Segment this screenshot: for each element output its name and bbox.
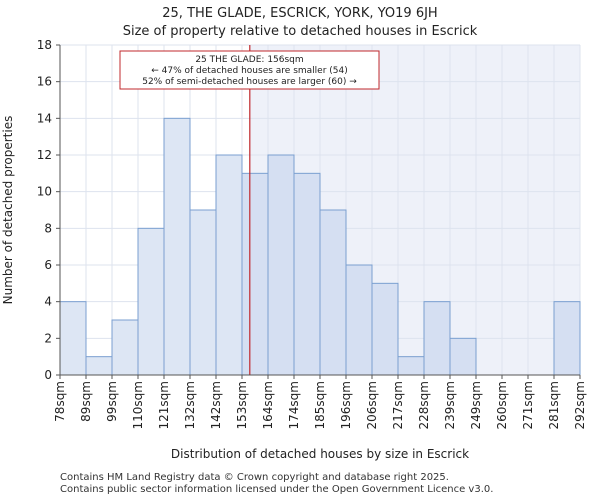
x-tick-label: 78sqm — [53, 381, 67, 422]
x-tick-label: 271sqm — [521, 381, 535, 429]
y-tick-label: 14 — [37, 111, 52, 125]
y-tick-label: 4 — [44, 295, 52, 309]
histogram-bar — [345, 264, 373, 376]
footer-line-2: Contains public sector information licen… — [60, 484, 494, 495]
histogram-bar — [163, 117, 191, 376]
x-tick-label: 196sqm — [339, 381, 353, 429]
x-tick-label: 132sqm — [183, 381, 197, 429]
chart-subtitle: Size of property relative to detached ho… — [122, 24, 478, 39]
y-tick-label: 10 — [37, 185, 52, 199]
histogram-bar — [85, 356, 113, 376]
histogram-bar — [241, 172, 269, 376]
x-tick-label: 110sqm — [131, 381, 145, 429]
histogram-bar — [371, 282, 399, 376]
x-tick-label: 292sqm — [573, 381, 587, 429]
histogram-bar — [293, 172, 321, 376]
histogram-bar — [215, 154, 243, 376]
y-tick-label: 6 — [44, 258, 52, 272]
x-tick-label: 89sqm — [79, 381, 93, 422]
x-tick-label: 239sqm — [443, 381, 457, 429]
x-tick-label: 121sqm — [157, 381, 171, 429]
histogram-bar — [423, 301, 451, 376]
x-tick-label: 281sqm — [547, 381, 561, 429]
x-tick-label: 164sqm — [261, 381, 275, 429]
histogram-bar — [111, 319, 139, 376]
x-tick-label: 249sqm — [469, 381, 483, 429]
histogram-bar — [59, 301, 87, 376]
y-tick-label: 8 — [44, 221, 52, 235]
histogram-bar — [553, 301, 581, 376]
x-tick-label: 217sqm — [391, 381, 405, 429]
annotation-line-1: 25 THE GLADE: 156sqm — [195, 55, 303, 65]
histogram-bar — [189, 209, 217, 376]
annotation-line-3: 52% of semi-detached houses are larger (… — [142, 77, 357, 87]
x-tick-label: 260sqm — [495, 381, 509, 429]
chart-title: 25, THE GLADE, ESCRICK, YORK, YO19 6JH — [162, 6, 438, 21]
x-tick-label: 142sqm — [209, 381, 223, 429]
x-tick-label: 99sqm — [105, 381, 119, 422]
histogram-bar — [137, 227, 165, 376]
histogram-bar — [267, 154, 295, 376]
y-tick-label: 16 — [37, 75, 52, 89]
y-tick-label: 18 — [37, 38, 52, 52]
x-tick-label: 206sqm — [365, 381, 379, 429]
y-axis-title: Number of detached properties — [1, 116, 15, 305]
y-tick-label: 2 — [44, 331, 52, 345]
x-tick-label: 174sqm — [287, 381, 301, 429]
annotation-box — [119, 50, 380, 90]
y-tick-label: 0 — [44, 368, 52, 382]
x-tick-label: 185sqm — [313, 381, 327, 429]
x-tick-label: 228sqm — [417, 381, 431, 429]
footer-line-1: Contains HM Land Registry data © Crown c… — [60, 472, 449, 483]
y-tick-label: 12 — [37, 148, 52, 162]
x-tick-label: 153sqm — [235, 381, 249, 429]
histogram-bar — [319, 209, 347, 376]
histogram-bar — [449, 337, 477, 376]
histogram-bar — [397, 356, 425, 376]
annotation-line-2: ← 47% of detached houses are smaller (54… — [151, 66, 348, 76]
x-axis-title: Distribution of detached houses by size … — [171, 447, 469, 461]
